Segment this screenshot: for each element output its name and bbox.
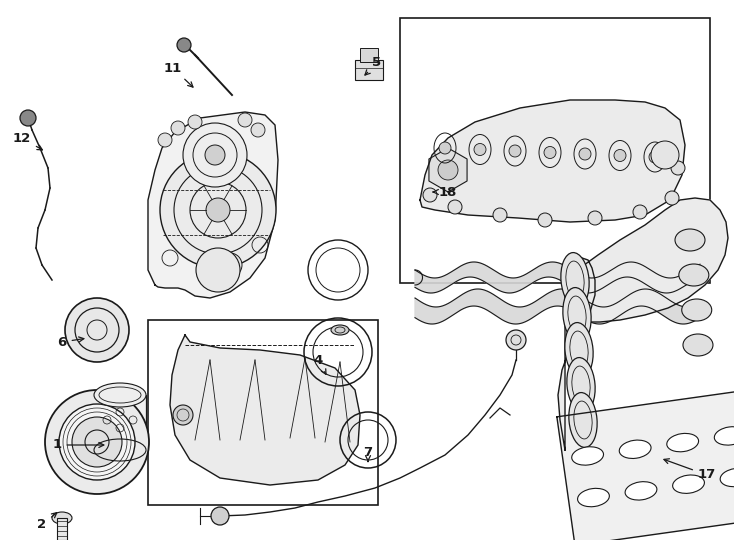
Ellipse shape [52,512,72,524]
Text: 18: 18 [433,186,457,199]
Circle shape [183,123,247,187]
Bar [355,60,383,80]
Circle shape [238,113,252,127]
Circle shape [173,405,193,425]
Polygon shape [557,390,734,540]
Ellipse shape [683,334,713,356]
Polygon shape [415,262,700,293]
Circle shape [538,213,552,227]
Ellipse shape [625,482,657,500]
Circle shape [206,198,230,222]
Text: 4: 4 [313,354,326,374]
Text: 10: 10 [0,539,1,540]
Polygon shape [558,198,728,450]
Circle shape [158,133,172,147]
Text: 6: 6 [57,335,84,348]
Circle shape [65,298,129,362]
Circle shape [160,152,276,268]
Text: 15: 15 [0,539,1,540]
Circle shape [20,110,36,126]
Text: 2: 2 [37,512,57,531]
Bar [400,18,710,283]
Ellipse shape [563,288,591,342]
Text: 19: 19 [0,539,1,540]
Circle shape [251,123,265,137]
Circle shape [665,191,679,205]
Circle shape [423,188,437,202]
Ellipse shape [567,357,595,413]
Polygon shape [429,148,467,192]
Circle shape [509,145,521,157]
Ellipse shape [679,264,709,286]
Circle shape [544,146,556,159]
Text: 17: 17 [664,459,716,482]
Circle shape [171,121,185,135]
Circle shape [506,330,526,350]
Circle shape [448,200,462,214]
Ellipse shape [569,393,597,448]
Ellipse shape [561,253,589,307]
Text: 20: 20 [0,539,1,540]
Ellipse shape [619,440,651,458]
Text: 14: 14 [0,539,1,540]
Ellipse shape [666,434,699,452]
Text: 7: 7 [363,446,373,461]
Circle shape [474,144,486,156]
Text: 9: 9 [0,539,1,540]
Circle shape [188,115,202,129]
Circle shape [671,161,685,175]
Text: 3: 3 [0,539,1,540]
Ellipse shape [672,475,705,494]
Circle shape [218,253,242,277]
Circle shape [633,205,647,219]
Text: 8: 8 [0,539,1,540]
Text: 11: 11 [164,62,193,87]
Bar [360,48,378,62]
Circle shape [651,141,679,169]
Polygon shape [415,289,700,324]
Circle shape [59,404,135,480]
Polygon shape [420,100,685,222]
Text: 5: 5 [365,57,382,75]
Ellipse shape [94,383,146,407]
Circle shape [439,142,451,154]
Circle shape [649,151,661,163]
Circle shape [211,507,229,525]
Bar [148,320,378,505]
Ellipse shape [565,322,593,377]
Ellipse shape [331,325,349,335]
Circle shape [614,150,626,161]
Ellipse shape [572,447,603,465]
Text: 13: 13 [0,539,1,540]
Ellipse shape [675,229,705,251]
Circle shape [588,211,602,225]
Text: 12: 12 [13,132,43,150]
Circle shape [205,145,225,165]
Circle shape [177,38,191,52]
Text: 16: 16 [0,539,1,540]
Circle shape [493,208,507,222]
Circle shape [579,148,591,160]
Ellipse shape [714,427,734,445]
Bar [57,518,67,540]
Text: 1: 1 [52,438,103,451]
Circle shape [196,248,240,292]
Circle shape [438,160,458,180]
Polygon shape [170,335,360,485]
Ellipse shape [682,299,712,321]
Bar [94,395,146,450]
Circle shape [45,390,149,494]
Ellipse shape [720,468,734,487]
Ellipse shape [578,488,609,507]
Circle shape [72,417,122,467]
Polygon shape [148,112,278,298]
